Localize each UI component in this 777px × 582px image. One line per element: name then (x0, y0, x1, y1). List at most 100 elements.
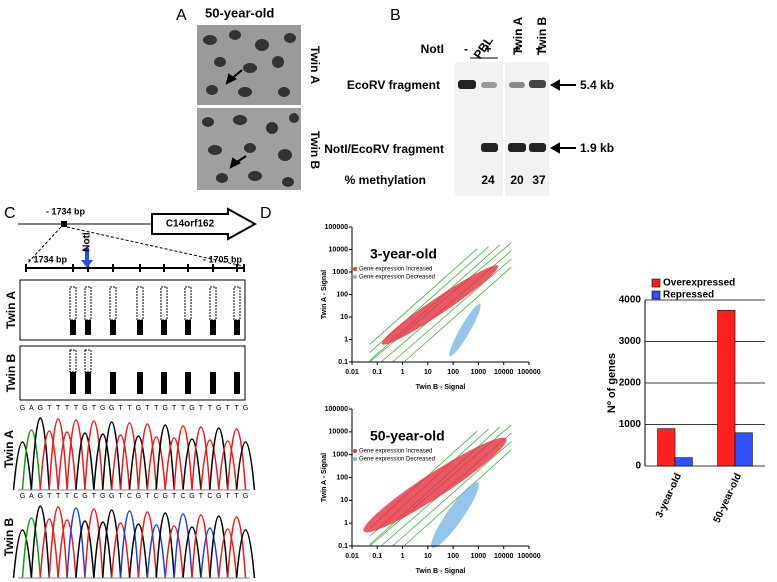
peak (182, 526, 202, 579)
clone-methylated (185, 372, 191, 394)
clone-methylated (185, 320, 191, 335)
clone-methylated (110, 372, 116, 394)
peak (39, 430, 59, 491)
fold-line (403, 449, 512, 547)
clone-unmethylated (184, 286, 192, 321)
row-label: Twin A (308, 46, 322, 84)
peak (155, 424, 175, 491)
fold-line (403, 266, 512, 363)
base: G (109, 493, 114, 500)
y-tick-label: 3000 (619, 336, 642, 347)
legend-label: Gene expression Decreased (359, 457, 435, 463)
base: G (109, 405, 114, 412)
clone-methylated (85, 320, 91, 335)
peak (110, 522, 131, 579)
lane-sign: - (464, 42, 468, 56)
row-label: Twin A (4, 291, 18, 329)
peak (128, 435, 149, 491)
panel-label: B (390, 7, 401, 24)
base: T (118, 493, 123, 500)
y-tick-label: 0.1 (338, 359, 348, 366)
peak (21, 429, 42, 491)
legend-dot (353, 457, 357, 461)
base: C (181, 493, 186, 500)
y-axis-title: Nº of genes (606, 353, 618, 413)
fold-lines (369, 242, 512, 547)
bands (458, 80, 546, 152)
peak (173, 425, 193, 491)
base: T (145, 493, 150, 500)
base: C (207, 493, 212, 500)
enzyme: NotI (421, 42, 444, 56)
base: G (216, 493, 221, 500)
clone-unmethylated (84, 286, 92, 321)
gene-name: C14orf162 (166, 219, 215, 230)
peak (164, 437, 184, 491)
clone-unmethylated (209, 286, 217, 321)
x-tick-label: 10000 (494, 553, 514, 560)
peak (12, 441, 33, 491)
lane-label: Twin A (511, 17, 525, 55)
bar (657, 428, 676, 467)
y-tick-label: 1000 (332, 269, 348, 276)
y-tick-label: 100 (336, 474, 348, 481)
y-tick-label: 10000 (329, 429, 349, 436)
y-axis-title: Twin A - Signal (321, 453, 328, 502)
base: G (136, 405, 141, 412)
y-tick-label: 1000 (619, 419, 642, 430)
base: T (56, 493, 61, 500)
y-tick-label: 0 (635, 461, 641, 472)
legend-label: Gene expression Increased (359, 267, 432, 273)
clones (69, 286, 241, 394)
base: T (74, 405, 79, 412)
chromatograms: G A G T T T T G T G G T T G T T G T T G T T G T T GG A G T T T C G T G G T C G… (12, 405, 256, 579)
peak (200, 527, 220, 579)
clone-methylated (137, 320, 143, 335)
methylation-value: 37 (532, 173, 546, 187)
position: - 1734 bp (46, 206, 86, 216)
base: G (20, 405, 25, 412)
clone-unmethylated (69, 349, 77, 373)
peak (75, 432, 95, 491)
y-tick-label: 0.1 (338, 543, 348, 550)
legend-label: Overexpressed (663, 278, 735, 289)
peak (191, 514, 211, 579)
bar (674, 457, 693, 467)
peak (235, 529, 256, 579)
panel-label: C (4, 205, 16, 222)
peak (235, 441, 256, 491)
fold-line (392, 441, 512, 547)
peak (48, 418, 68, 491)
y-tick-label: 1000 (332, 452, 348, 459)
y-axis-title: Twin A - Signal (321, 270, 328, 319)
clone-methylated (137, 372, 143, 394)
base: T (65, 493, 70, 500)
lane-sign: + (484, 42, 491, 56)
base: G (82, 493, 87, 500)
clone-methylated (210, 320, 216, 335)
peak (21, 517, 42, 579)
base: G (189, 405, 194, 412)
y-tick-label: 1 (344, 336, 348, 343)
region-start: - 1734 bp (28, 254, 68, 264)
base: G (100, 493, 105, 500)
nuclei (202, 30, 299, 187)
peak (48, 506, 68, 579)
lane-sign: + (513, 42, 520, 56)
peak (191, 426, 211, 491)
peak (226, 428, 247, 491)
peak (30, 505, 50, 579)
peak (30, 417, 50, 491)
lane-group: PBL (471, 34, 496, 62)
peak (57, 431, 77, 491)
x-tick-label: 50-year-old (712, 472, 745, 525)
row-label: Twin B (2, 517, 16, 556)
base: G (216, 405, 221, 412)
base: T (172, 405, 177, 412)
x-tick-label: 1 (401, 369, 405, 376)
peak (12, 529, 33, 579)
peak (119, 422, 140, 491)
x-tick-label: 10000 (494, 369, 514, 376)
